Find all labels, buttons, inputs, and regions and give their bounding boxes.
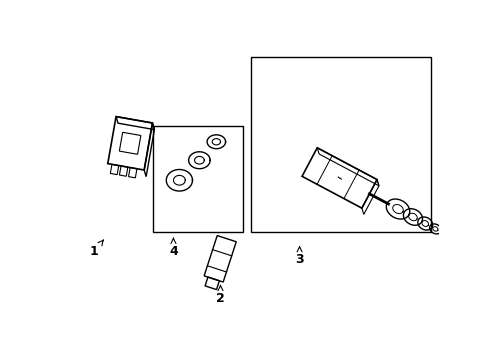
Text: 4: 4: [169, 238, 178, 258]
Text: 1: 1: [90, 240, 103, 258]
Text: 3: 3: [295, 247, 303, 266]
Text: 2: 2: [216, 285, 224, 305]
